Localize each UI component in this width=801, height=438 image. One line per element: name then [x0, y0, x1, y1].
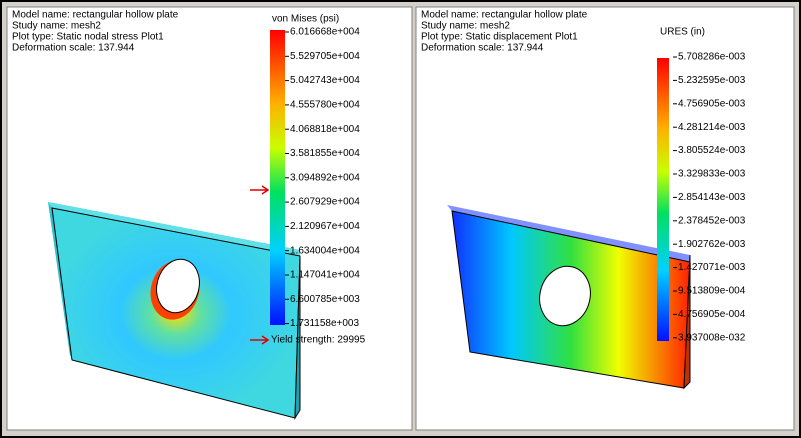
legend-label: 5.708286e-003: [678, 52, 746, 63]
legend-label: 9.513809e-004: [678, 286, 746, 297]
legend-label: 3.094892e+004: [290, 172, 360, 183]
legend-label: 4.068818e+004: [290, 124, 360, 135]
legend-label: 1.902762e-003: [678, 239, 746, 250]
legend-label: 3.581855e+004: [290, 148, 360, 159]
info-line: Model name: rectangular hollow plate: [421, 10, 588, 21]
legend-label: 1.731158e+003: [290, 318, 359, 329]
displacement-model: [447, 205, 691, 390]
legend-label: 2.378452e-003: [678, 215, 746, 226]
legend-label: 1.427071e-003: [678, 262, 746, 273]
legend-label: 4.756905e-003: [678, 98, 746, 109]
info-line: Plot type: Static nodal stress Plot1: [12, 32, 164, 43]
legend-label: 6.016668e+004: [290, 27, 360, 38]
legend-label: 4.281214e-003: [678, 122, 746, 133]
legend-label: 6.600785e+003: [290, 294, 360, 305]
legend-label: 2.120967e+004: [290, 221, 360, 232]
color-bar: [657, 58, 669, 341]
legend-label: 1.147041e+004: [290, 270, 360, 281]
info-line: Plot type: Static displacement Plot1: [421, 32, 578, 43]
legend-label: 5.232595e-003: [678, 75, 746, 86]
info-line: Study name: mesh2: [421, 21, 510, 32]
legend-label: 4.756905e-004: [678, 309, 746, 320]
legend-label: 2.854143e-003: [678, 192, 746, 203]
legend-label: 3.937008e-032: [678, 332, 746, 343]
legend-label: 4.555780e+004: [290, 100, 360, 111]
info-line: Deformation scale: 137.944: [421, 43, 544, 54]
yield-label: Yield strength: 29995: [271, 335, 366, 346]
legend-label: 1.634004e+004: [290, 245, 360, 256]
legend-title: von Mises (psi): [272, 14, 339, 25]
info-line: Model name: rectangular hollow plate: [12, 10, 179, 21]
color-bar: [270, 30, 285, 325]
legend-label: 2.607929e+004: [290, 197, 360, 208]
info-line: Deformation scale: 137.944: [12, 43, 135, 54]
legend-label: 5.529705e+004: [290, 51, 360, 62]
legend-label: 3.329833e-003: [678, 169, 746, 180]
legend-label: 3.805524e-003: [678, 145, 746, 156]
legend-title: URES (in): [660, 27, 705, 38]
legend-label: 5.042743e+004: [290, 75, 360, 86]
info-line: Study name: mesh2: [12, 21, 101, 32]
yield-arrow: [250, 185, 270, 345]
stress-model: [48, 202, 301, 420]
